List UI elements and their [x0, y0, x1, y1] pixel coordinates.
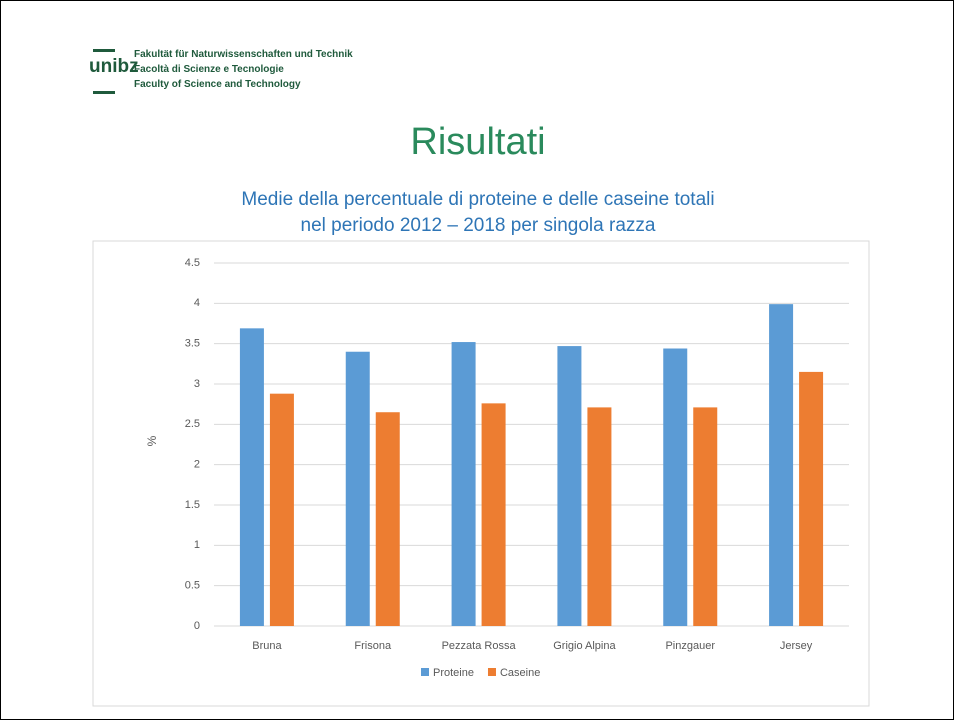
x-tick-label: Bruna [252, 640, 282, 652]
y-tick-label: 2 [194, 459, 200, 471]
chart-title-line: nel periodo 2012 – 2018 per singola razz… [300, 215, 656, 236]
y-tick-label: 1.5 [185, 499, 200, 511]
x-tick-label: Pezzata Rossa [442, 640, 517, 652]
y-tick-label: 4 [194, 297, 200, 309]
logo-bar [93, 49, 115, 52]
x-tick-label: Frisona [354, 640, 392, 652]
logo-bar [93, 91, 115, 94]
faculty-lines: Fakultät für Naturwissenschaften und Tec… [134, 47, 353, 92]
y-tick-label: 0.5 [185, 580, 200, 592]
bar [269, 393, 294, 626]
bar [451, 342, 476, 626]
y-tick-label: 2.5 [185, 418, 200, 430]
bar [239, 328, 264, 626]
bar [375, 412, 400, 626]
chart-frame [92, 240, 870, 707]
legend-swatch [421, 668, 429, 676]
bar [557, 346, 582, 626]
bar [799, 371, 824, 626]
legend-swatch [487, 668, 496, 676]
bar [481, 403, 506, 626]
y-tick-label: 3 [194, 378, 200, 390]
y-tick-label: 0 [194, 620, 200, 632]
legend-label: Proteine [433, 667, 474, 679]
bar [693, 407, 718, 626]
bar [345, 351, 370, 626]
x-tick-label: Jersey [780, 640, 813, 652]
x-tick-label: Pinzgauer [665, 640, 715, 652]
chart-title: Medie della percentuale di proteine e de… [1, 187, 953, 239]
faculty-line: Faculty of Science and Technology [134, 79, 301, 90]
y-tick-label: 4.5 [185, 257, 200, 269]
bar [769, 304, 794, 626]
logo: unibz [89, 56, 139, 77]
faculty-line: Facoltà di Scienze e Tecnologie [134, 64, 284, 75]
legend-label: Caseine [500, 667, 540, 679]
x-tick-label: Grigio Alpina [553, 640, 616, 652]
chart-title-line: Medie della percentuale di proteine e de… [241, 189, 715, 210]
bar [587, 407, 612, 626]
faculty-line: Fakultät für Naturwissenschaften und Tec… [134, 49, 353, 60]
y-tick-label: 3.5 [185, 338, 200, 350]
y-tick-label: 1 [194, 539, 200, 551]
bar [663, 348, 688, 626]
y-axis-label: % [145, 435, 159, 446]
slide-title: Risultati [410, 121, 546, 163]
